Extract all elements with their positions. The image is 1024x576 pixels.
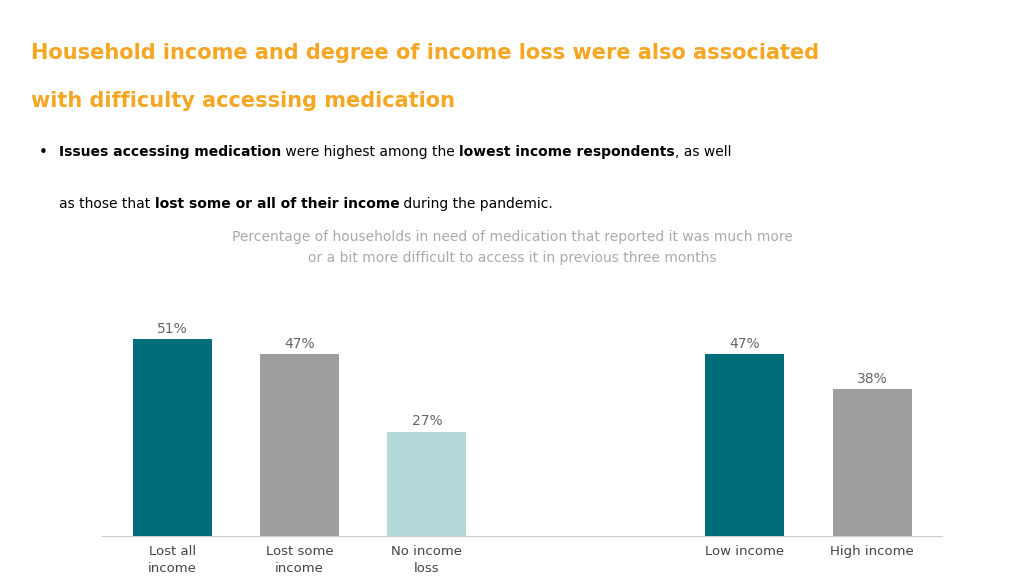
Bar xyxy=(133,339,212,536)
Text: with difficulty accessing medication: with difficulty accessing medication xyxy=(31,92,455,111)
Text: were highest among the: were highest among the xyxy=(282,145,460,158)
Bar xyxy=(706,354,784,536)
Text: as those that: as those that xyxy=(59,197,155,211)
Text: lowest income respondents: lowest income respondents xyxy=(460,145,675,158)
Text: , as well: , as well xyxy=(675,145,731,158)
Text: 51%: 51% xyxy=(157,322,187,336)
Bar xyxy=(260,354,339,536)
Text: 47%: 47% xyxy=(285,338,315,351)
Bar xyxy=(387,431,466,536)
Bar xyxy=(833,389,911,536)
Text: lost some or all of their income: lost some or all of their income xyxy=(155,197,399,211)
Text: 27%: 27% xyxy=(412,415,442,429)
Text: Percentage of households in need of medication that reported it was much more
or: Percentage of households in need of medi… xyxy=(231,230,793,265)
Text: Issues accessing medication: Issues accessing medication xyxy=(59,145,282,158)
Text: Household income and degree of income loss were also associated: Household income and degree of income lo… xyxy=(31,43,819,63)
Text: 47%: 47% xyxy=(729,338,760,351)
Text: 38%: 38% xyxy=(857,372,888,386)
Text: during the pandemic.: during the pandemic. xyxy=(399,197,553,211)
Circle shape xyxy=(0,15,136,22)
Text: •: • xyxy=(38,145,47,160)
Text: PERC: PERC xyxy=(65,10,113,28)
